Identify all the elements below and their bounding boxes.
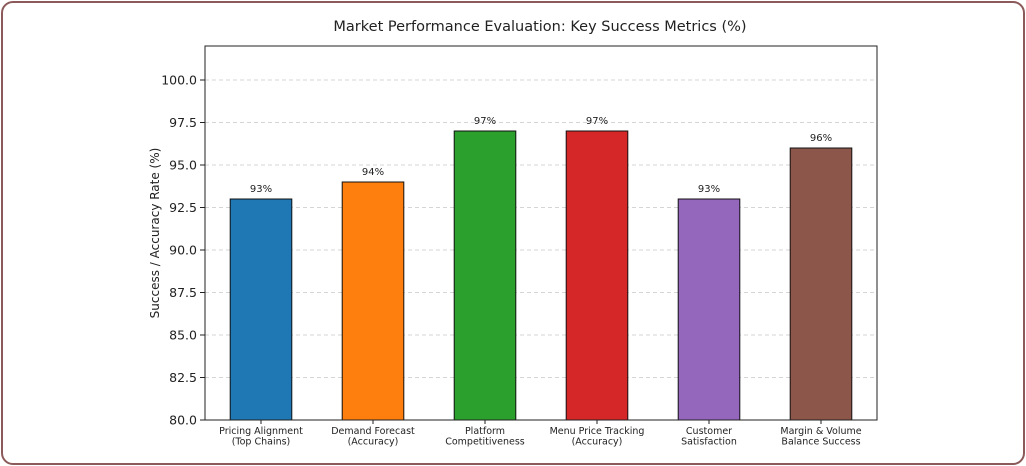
bar [453,130,517,421]
y-tick-label: 80.0 [169,413,197,428]
y-tick-label: 90.0 [169,243,197,258]
y-tick-label: 92.5 [169,200,197,215]
x-tick-label: Pricing Alignment [219,426,303,437]
y-tick-label: 95.0 [169,158,197,173]
y-tick-label: 82.5 [169,370,197,385]
data-label: 97% [586,116,608,127]
grid-lines [205,79,877,378]
x-tick-label: Margin & Volume [780,426,861,437]
x-tick-label: Competitiveness [445,437,525,448]
x-tick-label: (Top Chains) [232,437,291,448]
x-axis-ticks: Pricing Alignment(Top Chains) Demand Fore… [219,420,862,448]
x-tick-label: Balance Success [781,437,860,448]
bars [229,130,853,421]
x-tick-label: Customer [686,426,732,437]
data-label: 96% [810,133,832,144]
bar [565,130,629,421]
data-label: 93% [250,184,272,195]
data-label: 93% [698,184,720,195]
x-tick-label: Menu Price Tracking [550,426,645,437]
plot-area-frame [204,45,878,421]
y-axis-label: Success / Accuracy Rate (%) [148,148,162,319]
data-label: 97% [474,116,496,127]
y-tick-label: 97.5 [169,115,197,130]
bar [677,198,741,421]
y-tick-label: 85.0 [169,328,197,343]
x-tick-label: Demand Forecast [331,426,415,437]
chart-title: Market Performance Evaluation: Key Succe… [333,19,746,35]
bar [229,198,293,421]
x-tick-label: Platform [465,426,505,437]
y-tick-label: 87.5 [169,285,197,300]
y-tick-label: 100.0 [161,73,197,88]
x-tick-label: Satisfaction [681,437,737,448]
data-labels: 93% 94% 97% 97% 93% 96% [250,116,832,195]
x-tick-label: (Accuracy) [348,437,399,448]
bar [341,181,405,421]
y-axis-ticks: 80.0 82.5 85.0 87.5 90.0 92.5 95.0 97.5 100.0 [161,73,205,428]
bar [789,147,853,421]
x-tick-label: (Accuracy) [572,437,623,448]
data-label: 94% [362,167,384,178]
